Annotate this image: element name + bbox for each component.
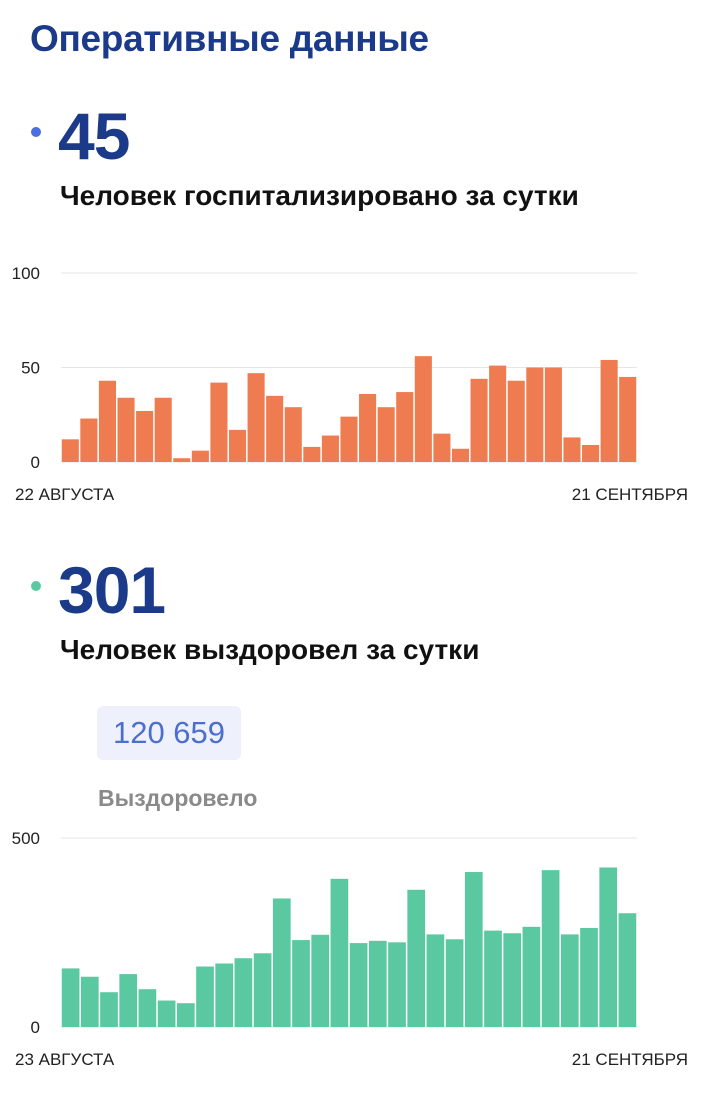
hospitalized-bar — [451, 448, 470, 462]
recovered-x-start-label: 23 АВГУСТА — [15, 1050, 115, 1069]
recovered-ytick-label: 500 — [12, 829, 40, 848]
recovered-bar — [580, 927, 598, 1027]
page-title: Оперативные данные — [30, 18, 429, 59]
recovered-total-label: Выздоровело — [98, 785, 258, 811]
recovered-total-value: 120 659 — [97, 706, 241, 760]
hospitalized-bar — [321, 435, 339, 462]
hospitalized-bar — [191, 450, 209, 462]
hospitalized-bar — [582, 444, 600, 462]
recovered-count: 301 — [58, 553, 166, 627]
hospitalized-ytick-label: 0 — [31, 453, 40, 472]
hospitalized-bar — [619, 376, 637, 462]
recovered-bar — [426, 934, 445, 1027]
recovered-bar — [176, 1003, 195, 1027]
hospitalized-bar — [489, 365, 507, 462]
recovered-bar — [349, 943, 368, 1027]
hospitalized-bar — [61, 439, 79, 462]
recovered-bar — [100, 992, 118, 1027]
hospitalized-bar — [98, 380, 116, 462]
hospitalized-x-end-label: 21 СЕНТЯБРЯ — [572, 485, 688, 504]
hospitalized-bar — [228, 429, 247, 462]
recovered-caption: Человек выздоровел за сутки — [60, 634, 480, 665]
recovered-bar — [503, 933, 522, 1027]
hospitalized-bar — [377, 407, 395, 462]
recovered-bar — [272, 898, 291, 1027]
hospitalized-bar — [359, 393, 377, 462]
hospitalized-bar — [340, 416, 358, 462]
recovered-bar — [119, 974, 138, 1027]
recovered-bar — [388, 942, 406, 1027]
hospitalized-bar — [396, 392, 414, 462]
recovered-bar — [61, 968, 80, 1027]
recovered-ytick-label: 0 — [31, 1018, 40, 1037]
hospitalized-bar — [303, 446, 321, 462]
hospitalized-bar — [563, 437, 581, 462]
recovered-bar — [330, 878, 349, 1027]
recovered-bar — [311, 934, 330, 1027]
hospitalized-chart: 100 50 0 22 АВГУСТА 21 СЕНТЯБРЯ — [12, 264, 688, 504]
recovered-bar — [541, 870, 560, 1027]
recovered-bar — [560, 934, 579, 1027]
hospitalized-bar — [433, 433, 451, 462]
hospitalized-count: 45 — [58, 99, 130, 173]
hospitalized-ytick-label: 50 — [21, 359, 40, 378]
hospitalized-bar — [526, 367, 544, 462]
recovered-bar — [292, 940, 310, 1027]
recovered-bar — [138, 989, 157, 1027]
hospitalized-bar — [154, 397, 172, 462]
recovered-bar — [599, 867, 618, 1027]
hospitalized-bar — [507, 380, 525, 462]
recovered-bar — [368, 940, 387, 1027]
recovered-bar — [157, 1000, 176, 1027]
hospitalized-bar — [247, 373, 265, 462]
recovered-bullet-icon — [31, 581, 41, 591]
recovered-bar — [407, 889, 426, 1027]
hospitalized-bar — [173, 458, 191, 462]
hospitalized-bar — [80, 418, 98, 462]
hospitalized-bar — [210, 382, 228, 462]
hospitalized-bar — [544, 367, 562, 462]
recovered-bar — [522, 926, 541, 1027]
hospitalized-bar — [414, 356, 432, 462]
hospitalized-ytick-label: 100 — [12, 264, 40, 283]
recovered-bar — [618, 913, 637, 1027]
hospitalized-bar — [600, 359, 618, 462]
recovered-bar — [215, 963, 234, 1027]
recovered-chart: 500 0 23 АВГУСТА 21 СЕНТЯБРЯ — [12, 829, 688, 1069]
hospitalized-bar — [470, 378, 488, 462]
hospitalized-bar — [136, 410, 154, 462]
recovered-bar — [484, 930, 502, 1027]
recovered-bar — [253, 953, 272, 1027]
hospitalized-bar — [117, 397, 135, 462]
hospitalized-bullet-icon — [31, 127, 41, 137]
recovered-bar — [445, 939, 464, 1027]
recovered-bar — [464, 872, 483, 1027]
hospitalized-caption: Человек госпитализировано за сутки — [60, 180, 579, 211]
recovered-bar — [234, 958, 253, 1027]
recovered-bar — [80, 976, 99, 1027]
hospitalized-bar — [266, 395, 284, 462]
recovered-bar — [196, 966, 214, 1027]
recovered-x-end-label: 21 СЕНТЯБРЯ — [572, 1050, 688, 1069]
hospitalized-x-start-label: 22 АВГУСТА — [15, 485, 115, 504]
hospitalized-bar — [284, 407, 302, 462]
